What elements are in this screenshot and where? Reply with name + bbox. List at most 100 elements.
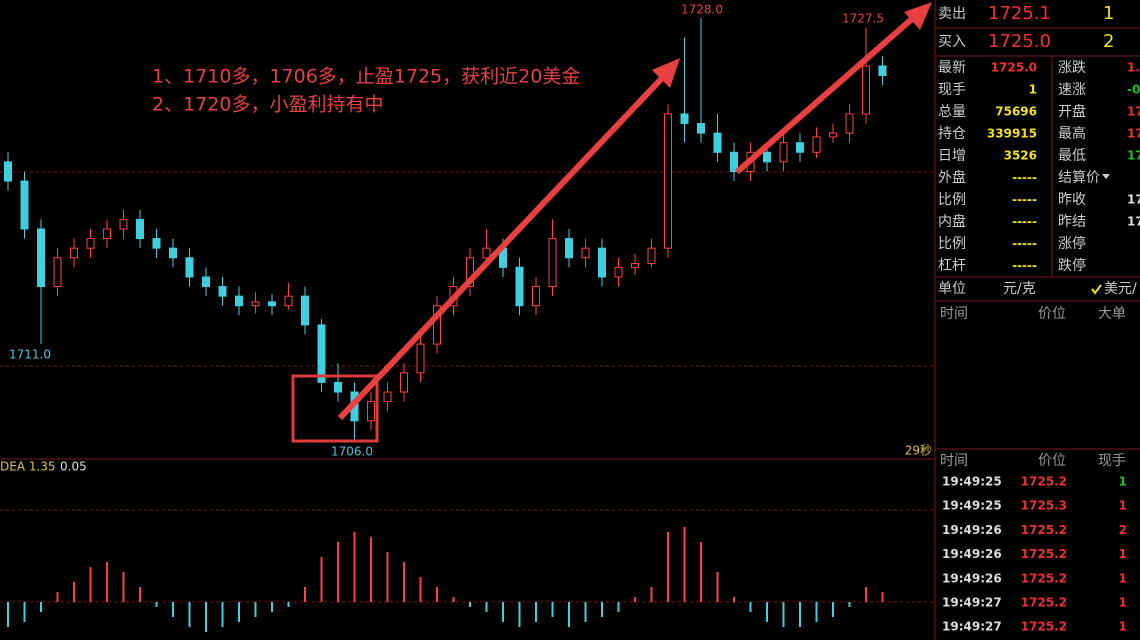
candle-body <box>317 324 326 383</box>
stat-value: ----- <box>1012 193 1037 207</box>
unit-label: 单位 <box>938 281 966 297</box>
buy-label: 买入 <box>938 34 966 50</box>
candle-body <box>416 343 425 374</box>
candle-body <box>433 305 441 345</box>
unit-value: 元/克 <box>1003 281 1036 297</box>
countdown: 29秒 <box>905 444 932 458</box>
stat-label: 速涨 <box>1058 82 1086 98</box>
candle-body <box>152 238 161 249</box>
stat-value: -0 <box>1127 83 1140 97</box>
candle-body <box>565 238 573 259</box>
candle-body <box>169 247 177 259</box>
column-header: 现手 <box>1098 453 1126 469</box>
dropdown-icon <box>1102 174 1110 179</box>
candle-body <box>103 228 111 240</box>
trade-time: 19:49:27 <box>942 596 1002 610</box>
trend-arrows <box>337 2 932 421</box>
stat-label: 结算价 <box>1058 170 1100 186</box>
highlight-box <box>291 374 379 443</box>
candle-body <box>845 113 854 134</box>
stat-value: 1 <box>1029 83 1037 97</box>
trade-volume: 1 <box>1119 571 1127 585</box>
stat-value: 17 <box>1127 127 1140 141</box>
trade-price: 1725.3 <box>1021 499 1067 513</box>
candle-body <box>581 247 590 259</box>
check-icon[interactable] <box>1091 284 1102 295</box>
trade-volume: 1 <box>1119 596 1127 610</box>
candle-body <box>829 132 837 138</box>
stat-value: 17 <box>1127 215 1140 229</box>
candle-body <box>515 266 524 307</box>
trade-time: 19:49:26 <box>942 523 1002 537</box>
price-label: 1728.0 <box>681 3 723 17</box>
candle-body <box>466 257 474 288</box>
note: 2、1720多，小盈利持有中 <box>152 94 383 116</box>
stat-label: 日增 <box>938 148 966 164</box>
column-header: 大单 <box>1098 306 1126 322</box>
column-header: 时间 <box>940 306 968 322</box>
price-label: 1711.0 <box>9 348 51 362</box>
stat-value: 3526 <box>1004 149 1037 163</box>
candle-body <box>730 151 738 172</box>
trade-volume: 1 <box>1119 499 1127 513</box>
trade-price: 1725.2 <box>1021 571 1067 585</box>
quote-panel: 卖出 1725.1 1 买入 1725.0 2 单位 元/克 美元/ 最新 172… <box>935 3 1140 634</box>
price-label: 1706.0 <box>331 445 373 459</box>
stat-label: 昨结 <box>1058 214 1086 230</box>
sell-volume: 1 <box>1103 3 1114 24</box>
candle-body <box>202 276 210 288</box>
candle-body <box>334 381 342 393</box>
candle-body <box>812 136 821 153</box>
candle-body <box>251 301 260 307</box>
candle-body <box>680 113 689 125</box>
trade-price: 1725.2 <box>1021 523 1067 537</box>
trade-price: 1725.2 <box>1021 547 1067 561</box>
candle-body <box>37 228 45 288</box>
stat-value: ----- <box>1012 215 1037 229</box>
candle-body <box>796 142 804 153</box>
candle-body <box>383 391 392 403</box>
macd-value: 0.05 <box>60 460 87 474</box>
sell-price: 1725.1 <box>988 3 1051 24</box>
stat-label: 涨跌 <box>1058 60 1086 76</box>
candle-body <box>218 286 227 297</box>
candle-body <box>878 65 887 77</box>
candle-body <box>185 257 194 278</box>
candle-body <box>301 295 309 326</box>
candle-body <box>548 238 557 288</box>
unit-option[interactable]: 美元/ <box>1104 281 1137 297</box>
stat-value: 17 <box>1127 193 1140 207</box>
stat-label: 昨收 <box>1058 192 1086 208</box>
column-header: 价位 <box>1038 306 1066 322</box>
candle-body <box>400 372 408 393</box>
stat-label: 现手 <box>938 82 966 98</box>
stat-label: 外盘 <box>938 169 966 186</box>
candle-body <box>235 295 243 307</box>
trade-price: 1725.2 <box>1021 620 1067 634</box>
candle-body <box>713 132 722 153</box>
candle-body <box>136 218 144 240</box>
stat-label: 杠杆 <box>938 258 966 274</box>
candle-body <box>367 401 375 422</box>
candle-body <box>4 161 12 182</box>
stat-value: 339915 <box>987 127 1037 141</box>
candle-body <box>697 123 705 134</box>
candle-body <box>779 142 788 163</box>
stat-value: 1.2/0 <box>1127 61 1140 75</box>
stat-value: 75696 <box>995 105 1037 119</box>
trade-time: 19:49:27 <box>942 620 1002 634</box>
trade-volume: 2 <box>1119 523 1127 537</box>
stat-label: 涨停 <box>1058 235 1086 252</box>
trade-price: 1725.2 <box>1021 475 1067 489</box>
candle-body <box>53 257 62 288</box>
stat-label: 比例 <box>938 192 966 208</box>
stat-label: 跌停 <box>1058 257 1086 274</box>
stat-label: 最新 <box>938 60 966 76</box>
candle-body <box>284 295 293 307</box>
candle-body <box>20 180 29 230</box>
stat-label: 开盘 <box>1058 103 1086 120</box>
trade-volume: 1 <box>1119 475 1127 489</box>
stat-label: 最高 <box>1058 125 1086 142</box>
trade-time: 19:49:25 <box>942 499 1002 513</box>
